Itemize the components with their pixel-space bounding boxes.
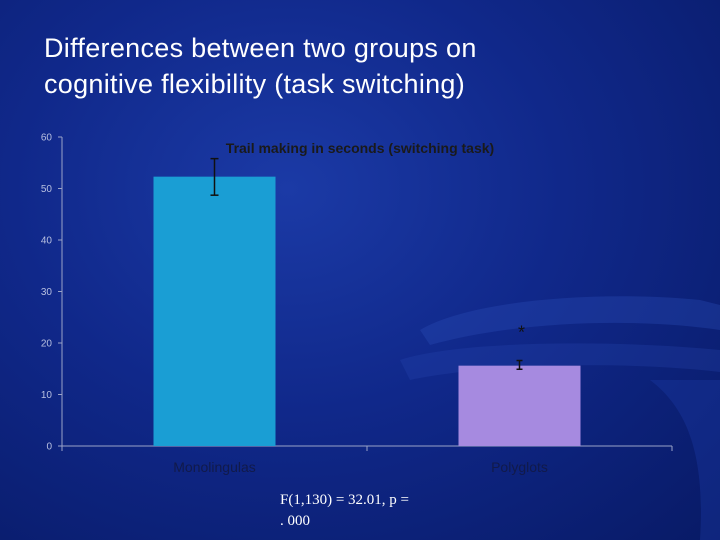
y-tick-label: 50 — [41, 184, 53, 195]
y-tick-label: 0 — [46, 442, 52, 453]
x-tick-marks — [61, 446, 673, 451]
y-tick-label: 10 — [41, 390, 53, 401]
statistics-note: F(1,130) = 32.01, p = . 000 — [280, 490, 450, 532]
x-category-labels: Monolingulas Polyglots — [173, 459, 548, 475]
statistics-line-2: . 000 — [280, 513, 310, 529]
statistics-line-1: F(1,130) = 32.01, p = — [280, 492, 410, 508]
y-tick-label: 40 — [41, 236, 53, 247]
significance-asterisk: * — [518, 323, 525, 343]
y-tick-label: 60 — [41, 133, 53, 144]
y-tick-label: 20 — [41, 339, 53, 350]
slide-title: Differences between two groups on cognit… — [44, 30, 684, 102]
slide-title-line-1: Differences between two groups on — [44, 33, 477, 63]
bar-monolingulas — [153, 176, 276, 446]
annotation-group: * — [518, 323, 525, 343]
y-tick-label: 30 — [41, 287, 53, 298]
bar-polyglots — [458, 365, 581, 446]
error-bar-group — [210, 157, 523, 371]
slide-title-line-2: cognitive flexibility (task switching) — [44, 69, 466, 99]
x-category-label: Monolingulas — [173, 459, 256, 475]
plot-area: 0 10 20 30 40 50 60 Monolingulas Polyglots * Tr… — [41, 133, 673, 475]
bar-series — [153, 176, 581, 446]
x-category-label: Polyglots — [491, 459, 548, 475]
y-tick-group: 0 10 20 30 40 50 60 — [41, 133, 62, 453]
chart-title: Trail making in seconds (switching task) — [226, 140, 494, 156]
